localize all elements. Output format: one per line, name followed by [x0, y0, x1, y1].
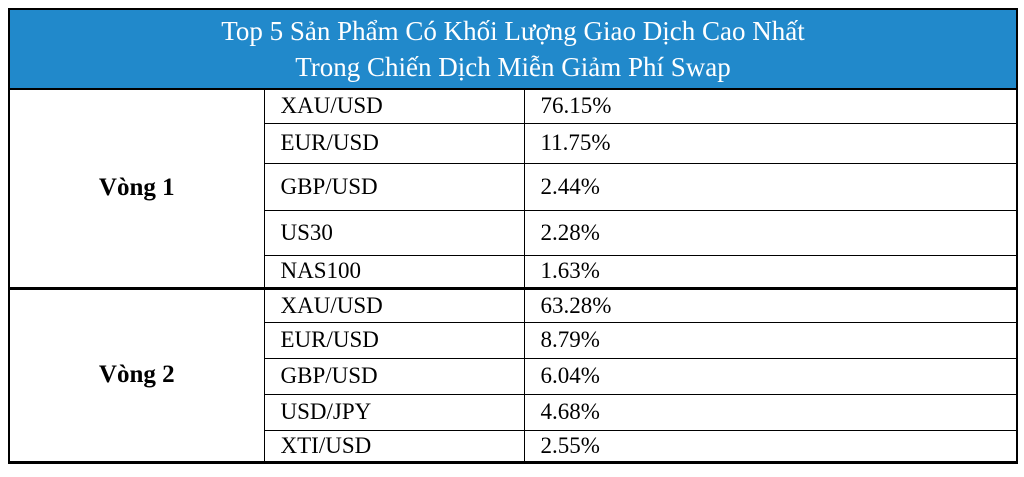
product-cell: GBP/USD	[263, 357, 525, 395]
product-cell: XTI/USD	[263, 429, 525, 463]
product-cell: XAU/USD	[263, 286, 525, 323]
share-cell: 11.75%	[523, 122, 1018, 164]
table-row: US30 2.28%	[9, 209, 1018, 256]
table-row: GBP/USD 6.04%	[9, 357, 1018, 395]
table-row: EUR/USD 11.75%	[9, 122, 1018, 164]
product-cell: EUR/USD	[263, 122, 525, 164]
table-title: Top 5 Sản Phẩm Có Khối Lượng Giao Dịch C…	[8, 8, 1018, 90]
table-row: Vòng 1 XAU/USD 76.15%	[8, 88, 1018, 289]
product-cell: XAU/USD	[263, 88, 525, 124]
share-cell: 2.44%	[523, 162, 1018, 211]
share-cell: 6.04%	[523, 357, 1018, 395]
table-title-row: Top 5 Sản Phẩm Có Khối Lượng Giao Dịch C…	[8, 8, 1018, 90]
round-1-label: Vòng 1	[8, 88, 265, 289]
share-cell: 63.28%	[523, 286, 1018, 323]
share-cell: 8.79%	[523, 321, 1018, 359]
product-cell: EUR/USD	[263, 321, 525, 359]
table-row: USD/JPY 4.68%	[9, 393, 1018, 431]
share-cell: 2.55%	[523, 429, 1018, 463]
table-row: Vòng 2 XAU/USD 63.28%	[8, 286, 1018, 463]
table-row: XTI/USD 2.55%	[9, 429, 1018, 463]
product-cell: GBP/USD	[263, 162, 525, 211]
round-2-label: Vòng 2	[8, 286, 265, 463]
table-title-line2: Trong Chiến Dịch Miễn Giảm Phí Swap	[295, 52, 731, 82]
table-row: EUR/USD 8.79%	[9, 321, 1018, 359]
table-title-line1: Top 5 Sản Phẩm Có Khối Lượng Giao Dịch C…	[221, 16, 805, 46]
top5-swap-volume-table: Top 5 Sản Phẩm Có Khối Lượng Giao Dịch C…	[8, 8, 1018, 464]
product-cell: US30	[263, 209, 525, 256]
share-cell: 76.15%	[523, 88, 1018, 124]
share-cell: 1.63%	[523, 254, 1018, 289]
share-cell: 2.28%	[523, 209, 1018, 256]
product-cell: NAS100	[263, 254, 525, 289]
product-cell: USD/JPY	[263, 393, 525, 431]
share-cell: 4.68%	[523, 393, 1018, 431]
